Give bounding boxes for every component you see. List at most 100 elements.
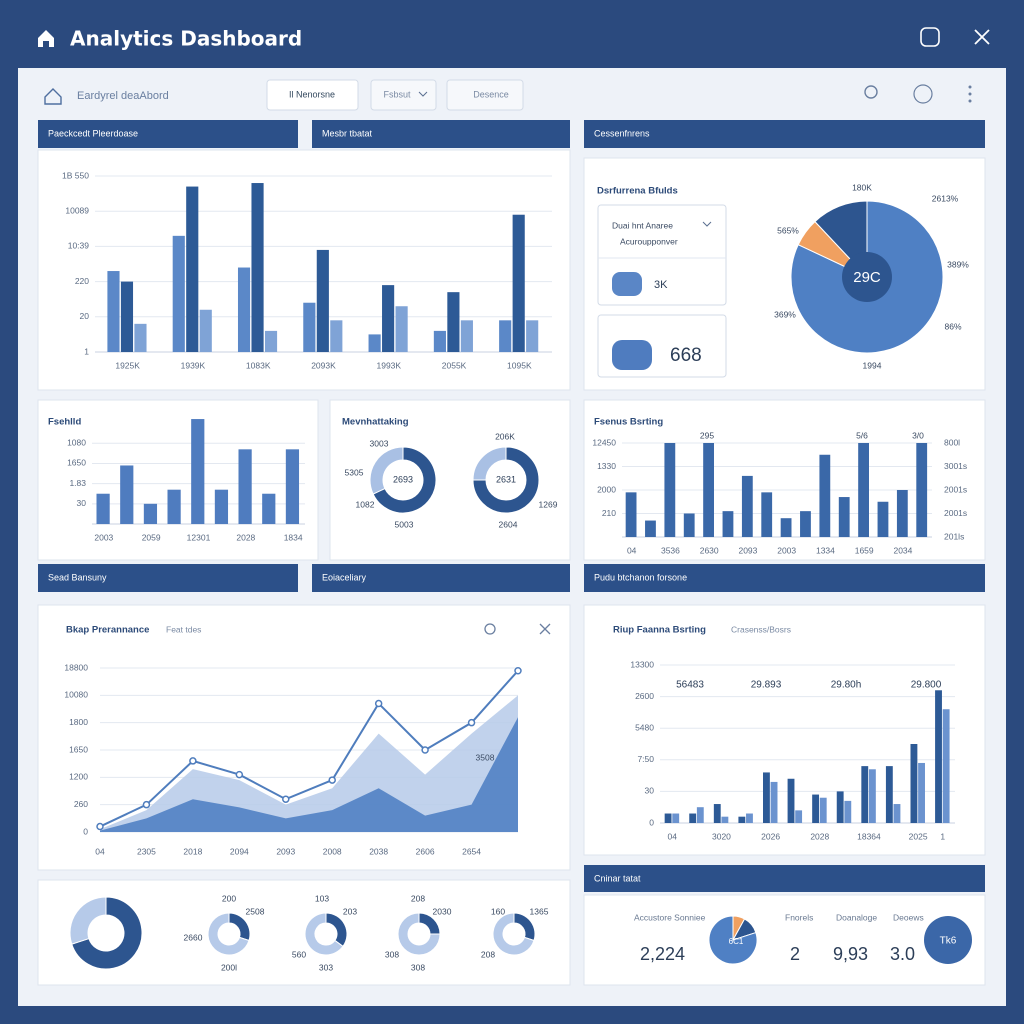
x-tick-label: 04 <box>668 831 678 841</box>
more-icon[interactable] <box>968 85 972 103</box>
close-button[interactable] <box>974 29 990 45</box>
bar <box>761 492 773 537</box>
bar <box>746 813 753 823</box>
x-tick-label: 2305 <box>137 846 156 856</box>
annotation: 29.893 <box>751 680 782 691</box>
help-icon[interactable] <box>913 84 933 104</box>
slice <box>69 896 107 945</box>
point <box>328 776 336 784</box>
search-icon[interactable] <box>484 623 496 635</box>
x-tick-label: 1334 <box>816 545 835 555</box>
annotation: 3/0 <box>912 430 924 440</box>
x-tick-label: 2093 <box>738 545 757 555</box>
button-label: Fsbsut <box>383 89 411 99</box>
y-tick-label: 0 <box>83 826 88 836</box>
search-icon[interactable] <box>864 85 878 99</box>
bar <box>172 235 185 352</box>
bar <box>819 454 831 537</box>
toolbar-button[interactable] <box>266 79 359 111</box>
bar <box>134 323 147 352</box>
annotation: 5/6 <box>856 430 868 440</box>
point <box>374 699 383 708</box>
y-tick-label: 1800 <box>69 717 88 727</box>
kpi-label: Doanaloge <box>836 912 877 922</box>
toolbar-home[interactable] <box>44 88 62 105</box>
bar <box>916 443 928 537</box>
x-tick-label: 18364 <box>857 831 881 841</box>
annotation: 29.80h <box>831 680 862 691</box>
bar <box>795 810 803 823</box>
bar <box>460 320 473 352</box>
y-tick-label: 1330 <box>597 461 616 471</box>
x-tick-label: 2028 <box>810 831 829 841</box>
annotation: 369% <box>774 309 796 319</box>
bar <box>330 320 343 352</box>
toolbar-dropdown[interactable] <box>370 79 437 111</box>
bar <box>703 443 714 537</box>
x-tick-label: 2606 <box>416 846 435 856</box>
slice <box>71 896 143 970</box>
x-tick-label: 2034 <box>893 545 912 555</box>
bar <box>812 794 820 823</box>
bar <box>625 492 637 537</box>
bar <box>713 804 721 823</box>
x-tick-label: 2025 <box>909 831 928 841</box>
y-tick-label: 1B 550 <box>62 170 89 180</box>
button-label: Desence <box>473 89 509 99</box>
clock-button[interactable] <box>920 27 940 47</box>
annotation: 200 <box>222 893 236 903</box>
kpi-label: Fnorels <box>785 912 813 922</box>
x-tick-label: 2654 <box>462 846 481 856</box>
chart-title: Dsrfurrena Bfulds <box>597 186 678 197</box>
close-icon[interactable] <box>539 623 551 635</box>
slice <box>472 446 507 481</box>
annotation: 2604 <box>499 519 518 529</box>
annotation: 160 <box>491 906 505 916</box>
bar <box>800 511 811 537</box>
y-tick-label: 2600 <box>635 691 654 701</box>
slice <box>372 446 437 514</box>
bar <box>368 334 381 352</box>
card <box>583 894 986 986</box>
select-value: Duai hnt Anaree <box>612 220 673 230</box>
bar <box>672 813 680 823</box>
bar <box>885 766 893 823</box>
x-tick-label: 2008 <box>323 846 342 856</box>
bar <box>722 511 734 537</box>
bar <box>763 772 770 823</box>
kpi-value: 2,224 <box>640 944 685 964</box>
annotation: 389% <box>947 259 969 269</box>
x-tick-label: 1939K <box>181 360 206 370</box>
area <box>100 695 518 832</box>
bar <box>910 744 918 823</box>
bar <box>836 791 844 823</box>
annotation: 206K <box>495 431 515 441</box>
x-tick-label: 2038 <box>369 846 388 856</box>
y-tick-label: 220 <box>75 276 89 286</box>
point <box>282 795 290 803</box>
toolbar-button[interactable] <box>446 79 524 111</box>
bar <box>664 813 672 823</box>
slice <box>304 912 344 956</box>
bar <box>382 285 395 352</box>
home-icon[interactable] <box>38 30 54 47</box>
y-tick-label: 2001s <box>944 484 967 494</box>
line <box>99 670 519 828</box>
x-tick-label: 1834 <box>284 532 303 542</box>
section-title: Eoiaceliary <box>322 572 367 582</box>
bar <box>838 497 850 537</box>
annotation: 180K <box>852 182 872 192</box>
annotation: 1269 <box>539 499 558 509</box>
bar <box>770 781 778 823</box>
y-tick-label: 18800 <box>64 662 88 672</box>
section-title: Mesbr tbatat <box>322 128 373 138</box>
window-buttons[interactable] <box>920 27 990 47</box>
bar <box>645 520 656 537</box>
annotation: 1994 <box>863 360 882 370</box>
y-tick-label: 201ls <box>944 531 964 541</box>
section-title: Cninar tatat <box>594 873 641 883</box>
y-tick-label: 2001s <box>944 508 967 518</box>
annotation: 208 <box>481 949 495 959</box>
y-tick-label: 2000 <box>597 484 616 494</box>
bar <box>499 320 512 352</box>
